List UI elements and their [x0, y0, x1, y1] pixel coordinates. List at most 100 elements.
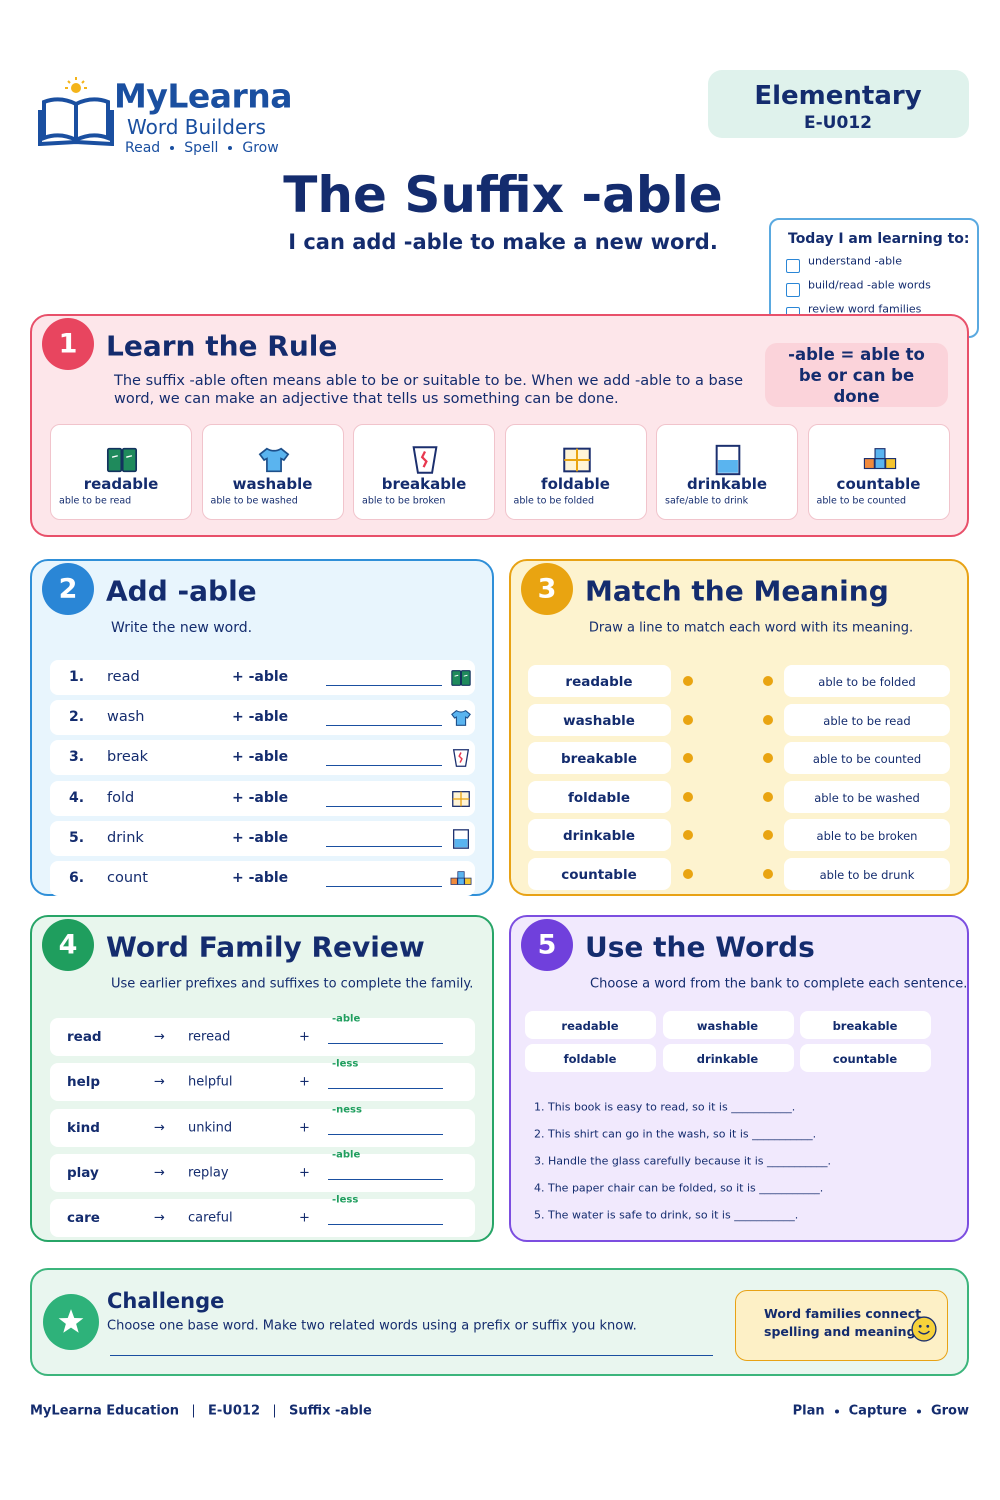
- row-number: 2.: [69, 709, 85, 726]
- match-word: breakable: [528, 742, 671, 775]
- shape: [884, 458, 896, 470]
- brand-name: MyLearna: [114, 76, 293, 116]
- challenge-text: Choose one base word. Make two related w…: [107, 1318, 637, 1334]
- row-number: 4.: [69, 789, 85, 806]
- section-number-badge: 4: [42, 919, 94, 971]
- card-word: drinkable: [686, 475, 768, 493]
- separator: [916, 1409, 921, 1413]
- base-word: fold: [107, 789, 135, 806]
- shape: [42, 97, 78, 144]
- footer-item: Plan: [792, 1403, 825, 1419]
- rule-statement: -able = able to be or can be done: [788, 344, 925, 406]
- match-dot: [683, 830, 693, 841]
- arrow: →: [154, 1029, 165, 1045]
- section-title: Add -able: [106, 574, 257, 608]
- shape: [111, 455, 118, 458]
- tip-text: Word families connect spelling and meani…: [764, 1306, 922, 1339]
- shape: [873, 448, 886, 460]
- page-title: The Suffix -able: [283, 166, 723, 224]
- example-word: careful: [188, 1210, 233, 1226]
- shape: [452, 790, 470, 807]
- word-icon: [408, 443, 442, 477]
- bank-word: drinkable: [696, 1052, 759, 1066]
- separator: [274, 1404, 275, 1418]
- add-row: 4. fold + -able: [50, 780, 475, 816]
- row-number: 1.: [69, 669, 85, 685]
- suffix: + -able: [232, 709, 289, 726]
- card-word: foldable: [541, 475, 610, 493]
- answer-line: [326, 845, 442, 847]
- shape: [74, 97, 110, 144]
- base-word: read: [67, 1029, 102, 1045]
- section-instruction: Draw a line to match each word with its …: [588, 620, 914, 636]
- example-word: unkind: [188, 1120, 233, 1136]
- section-title: Word Family Review: [106, 930, 425, 964]
- shape: [457, 877, 465, 885]
- suffix: + -able: [232, 669, 289, 685]
- base-word: play: [67, 1164, 99, 1181]
- page-subtitle: I can add -able to make a new word.: [288, 230, 718, 254]
- card-word: breakable: [381, 475, 467, 493]
- bullet: [170, 146, 175, 150]
- shape: [451, 710, 471, 727]
- card-meaning: able to be folded: [513, 495, 595, 507]
- plus: +: [299, 1074, 310, 1090]
- footer-item: Grow: [930, 1403, 969, 1419]
- row-number: 5.: [69, 829, 85, 846]
- match-word: readable: [528, 665, 671, 697]
- shape: [453, 828, 469, 849]
- family-row: read → reread + -able: [50, 1014, 475, 1056]
- family-row: kind → unkind + -ness: [50, 1104, 475, 1147]
- shape: [458, 752, 463, 764]
- word: countable: [561, 867, 637, 883]
- plus: +: [299, 1120, 310, 1136]
- challenge-section: Challenge Choose one base word. Make two …: [30, 1268, 969, 1376]
- word-card: drinkable safe/able to drink: [656, 424, 798, 520]
- suffix: + -able: [232, 829, 289, 846]
- shape: [918, 1324, 922, 1328]
- suffix: + -able: [232, 870, 289, 886]
- tagline-word: Grow: [242, 140, 279, 156]
- word-icon: [560, 443, 594, 477]
- shape: [126, 455, 133, 458]
- shape: [106, 447, 123, 473]
- footer-item: MyLearna Education: [30, 1403, 180, 1419]
- base-word: care: [67, 1210, 100, 1227]
- section-instruction: Write the new word.: [111, 620, 253, 636]
- separator: [193, 1404, 195, 1418]
- footer-item: Capture: [848, 1403, 907, 1419]
- answer-line: [326, 805, 442, 807]
- word-card: breakable able to be broken: [353, 424, 495, 520]
- answer-line: [326, 765, 442, 767]
- word-bank-item: foldable: [525, 1044, 656, 1072]
- row-number: 6.: [69, 870, 85, 886]
- suffix: + -able: [232, 749, 289, 766]
- match-word: countable: [528, 858, 671, 890]
- shape: [454, 838, 468, 848]
- shape: [863, 448, 896, 470]
- brand-tagline: Read Spell Grow: [125, 140, 279, 156]
- answer-line: [328, 1224, 443, 1226]
- shape: [412, 446, 438, 474]
- sentence: 2. This shirt can go in the wash, so it …: [534, 1127, 817, 1141]
- bank-word: countable: [832, 1052, 898, 1066]
- shape: [258, 447, 289, 473]
- match-dot: [763, 869, 773, 879]
- plus: +: [299, 1165, 310, 1181]
- meaning: able to be drunk: [819, 868, 915, 882]
- match-dot: [683, 791, 693, 802]
- tagline-word: Read: [125, 140, 161, 156]
- word-bank-item: readable: [525, 1011, 656, 1039]
- separator: [834, 1409, 839, 1413]
- shape: [718, 460, 738, 473]
- card-word: washable: [232, 475, 313, 493]
- word: breakable: [560, 751, 638, 768]
- family-row: help → helpful + -less: [50, 1059, 475, 1102]
- meaning: able to be washed: [814, 790, 920, 805]
- word-card: countable able to be counted: [807, 424, 950, 520]
- section-instruction: Choose a word from the bank to complete …: [590, 976, 968, 992]
- match-dot: [683, 714, 693, 725]
- match-dot: [683, 676, 693, 686]
- footer-right: Plan Capture Grow: [793, 1404, 969, 1419]
